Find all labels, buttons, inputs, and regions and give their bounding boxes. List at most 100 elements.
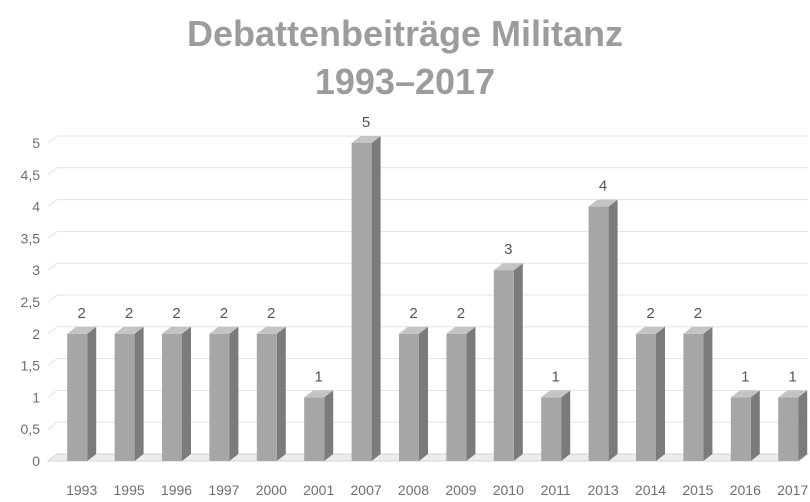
bar-top (778, 390, 808, 398)
y-tick-label: 5 (32, 135, 40, 151)
bar-front (351, 143, 372, 461)
bar-front (114, 333, 135, 461)
bar-side (419, 326, 428, 461)
x-tick-label: 2010 (493, 482, 524, 498)
bar-side (182, 326, 191, 461)
bar-top (683, 326, 713, 334)
x-tick-label: 2011 (541, 482, 571, 498)
y-axis: 0 0,5 1 1,5 2 2,5 3 3,5 4 4,5 5 (21, 135, 41, 469)
bar (778, 390, 808, 461)
bars (67, 136, 808, 461)
x-tick-label: 2014 (635, 482, 666, 498)
bar-side (750, 390, 760, 461)
x-tick-label: 1995 (114, 482, 145, 498)
bar (683, 326, 713, 461)
bar-front (304, 397, 325, 461)
gridline-stub (47, 358, 58, 366)
bar-side (324, 390, 334, 461)
bar-front (683, 333, 704, 461)
gridline-stub (47, 231, 58, 239)
bar (730, 390, 760, 461)
x-tick-label: 1997 (208, 482, 239, 498)
bar (304, 390, 334, 461)
y-tick-label: 1,5 (21, 358, 41, 374)
x-tick-label: 2001 (303, 482, 334, 498)
bar (162, 326, 191, 461)
bar (493, 263, 523, 461)
bar (351, 136, 381, 461)
x-tick-label: 2007 (351, 482, 382, 498)
bar-top (209, 326, 239, 334)
gridline-stub (47, 390, 58, 398)
bar (67, 326, 97, 461)
bar-front (541, 397, 562, 461)
bar-front (67, 333, 88, 461)
x-axis: 1993 1995 1996 1997 2000 2001 2007 2008 2009 2010… (66, 482, 808, 498)
bar-front (256, 333, 277, 461)
data-label: 1 (315, 368, 323, 385)
bar-top (446, 326, 476, 334)
data-label: 2 (125, 305, 133, 322)
data-label: 2 (78, 305, 86, 322)
data-label: 1 (789, 368, 797, 385)
data-label: 5 (362, 114, 370, 131)
data-label: 2 (457, 305, 465, 322)
x-tick-label: 2016 (730, 482, 761, 498)
y-tick-label: 3 (32, 262, 40, 278)
bar (636, 326, 665, 461)
y-tick-label: 4,5 (21, 167, 41, 183)
bar-top (351, 136, 381, 143)
data-label: 2 (220, 305, 228, 322)
gridline-stub (47, 167, 58, 176)
bar-front (730, 397, 751, 461)
bar-side (229, 326, 239, 461)
bar (446, 326, 476, 461)
bar-front (446, 333, 467, 461)
bar-top (67, 326, 97, 334)
y-tick-label: 3,5 (21, 230, 41, 246)
data-label: 2 (694, 305, 702, 322)
bar-front (493, 270, 514, 461)
chart-subtitle: 1993–2017 (314, 61, 496, 102)
data-label: 2 (646, 305, 654, 322)
gridline-stub (47, 199, 58, 207)
x-tick-label: 1996 (161, 482, 192, 498)
bar-side (276, 326, 286, 461)
y-tick-label: 2 (32, 326, 40, 342)
bar-top (256, 326, 286, 334)
bar-front (588, 206, 609, 461)
bar-side (513, 263, 523, 461)
x-tick-label: 2017 (777, 482, 808, 498)
bar-front (209, 333, 230, 461)
bar (256, 326, 286, 461)
x-tick-label: 1993 (66, 482, 97, 498)
y-tick-label: 0,5 (21, 421, 41, 437)
bar-side (466, 326, 476, 461)
bar-side (561, 390, 571, 461)
x-tick-label: 2013 (588, 482, 619, 498)
y-tick-label: 1 (32, 389, 40, 405)
gridline-stub (47, 294, 58, 303)
bar-top (304, 390, 334, 398)
bar-top (162, 326, 191, 334)
bar-top (399, 326, 428, 334)
data-labels: 2 2 2 2 2 1 5 2 2 3 1 4 2 2 1 1 (78, 114, 797, 385)
x-tick-label: 2015 (682, 482, 713, 498)
chart-title: Debattenbeiträge Militanz (186, 13, 624, 54)
bar (588, 199, 618, 461)
y-tick-label: 4 (32, 199, 40, 215)
bar (114, 326, 144, 461)
gridline-stub (47, 135, 58, 144)
bar-front (778, 397, 799, 461)
bar (541, 390, 571, 461)
data-label: 2 (267, 305, 275, 322)
data-label: 1 (552, 368, 560, 385)
y-tick-label: 0 (32, 453, 40, 469)
y-tick-label: 2,5 (21, 294, 41, 310)
data-label: 4 (599, 178, 607, 195)
bar-side (703, 326, 713, 461)
bar (209, 326, 239, 461)
bar-side (371, 136, 381, 461)
